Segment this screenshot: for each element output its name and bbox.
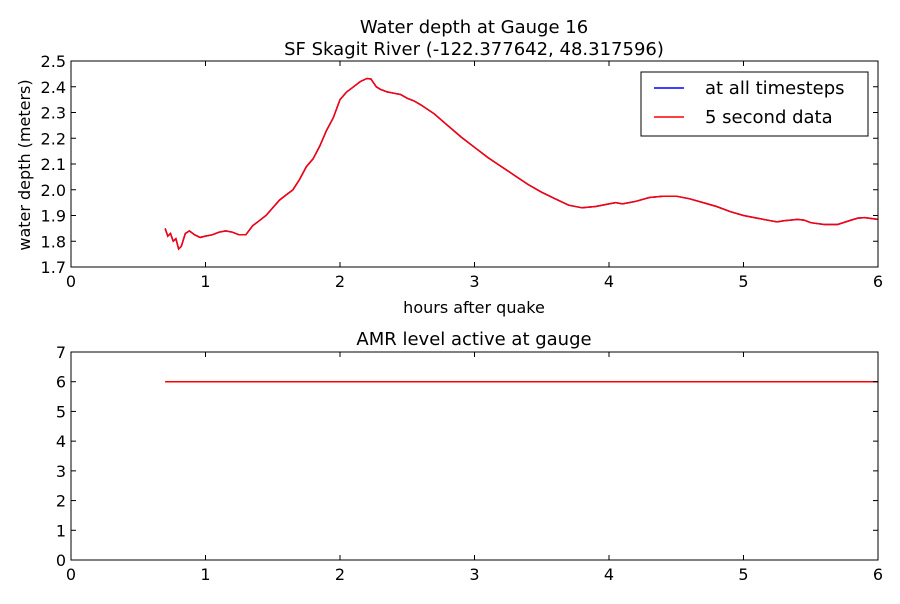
top-series-line-5-second-data: [164, 77, 879, 251]
top-y-tick-label: 1.8: [41, 232, 66, 251]
bottom-y-tick-label: 4: [56, 432, 66, 451]
top-y-tick-label: 2.3: [41, 104, 66, 123]
top-y-tick-label: 1.9: [41, 207, 66, 226]
top-x-tick-label: 4: [604, 272, 614, 291]
top-y-tick-label: 2.2: [41, 129, 66, 148]
top-x-axis-label: hours after quake: [403, 298, 545, 317]
bottom-y-tick-label: 1: [56, 521, 66, 540]
top-y-tick-label: 2.4: [41, 78, 66, 97]
top-x-tick-label: 5: [738, 272, 748, 291]
top-x-tick-label: 2: [335, 272, 345, 291]
top-plot-area: 0 1 2 3 4 5 6 1.7 1.8 1.9 2.0 2.1 2.2 2.3 2.4 2.5: [41, 52, 884, 291]
legend: at all timesteps 5 second data: [640, 71, 869, 137]
bottom-y-tick-label: 5: [56, 402, 66, 421]
bottom-y-tick-label: 6: [56, 373, 66, 392]
bottom-x-tick-label: 0: [66, 565, 76, 584]
top-chart-subtitle: SF Skagit River (-122.377642, 48.317596): [284, 39, 664, 60]
top-y-tick-label: 2.0: [41, 181, 66, 200]
bottom-y-tick-label: 3: [56, 462, 66, 481]
bottom-y-tick-label: 0: [56, 551, 66, 570]
top-x-tick-label: 0: [66, 272, 76, 291]
amr-level-chart: AMR level active at gauge 0 1 2 3 4 5 6 0 1 2 3 4 5 6…: [56, 329, 883, 584]
bottom-x-tick-label: 6: [873, 565, 883, 584]
top-y-axis-label: water depth (meters): [15, 79, 34, 250]
top-chart-title: Water depth at Gauge 16: [360, 17, 588, 38]
top-x-tick-label: 6: [873, 272, 883, 291]
bottom-chart-title: AMR level active at gauge: [356, 329, 591, 350]
top-y-tick-label: 1.7: [41, 258, 66, 277]
bottom-y-tick-label: 2: [56, 492, 66, 511]
bottom-plot-area: 0 1 2 3 4 5 6 0 1 2 3 4 5 6 7: [56, 343, 883, 584]
top-x-tick-label: 3: [469, 272, 479, 291]
top-y-tick-label: 2.5: [41, 52, 66, 71]
bottom-x-tick-label: 4: [604, 565, 614, 584]
bottom-x-tick-label: 3: [469, 565, 479, 584]
bottom-y-tick-label: 7: [56, 343, 66, 362]
bottom-x-tick-label: 1: [200, 565, 210, 584]
legend-box: [640, 71, 869, 137]
legend-label-5-second-data: 5 second data: [705, 107, 833, 128]
water-depth-chart: Water depth at Gauge 16 SF Skagit River …: [15, 17, 883, 317]
legend-label-all-timesteps: at all timesteps: [705, 78, 845, 99]
top-x-tick-label: 1: [200, 272, 210, 291]
bottom-x-tick-label: 5: [738, 565, 748, 584]
top-y-tick-label: 2.1: [41, 155, 66, 174]
bottom-x-tick-label: 2: [335, 565, 345, 584]
